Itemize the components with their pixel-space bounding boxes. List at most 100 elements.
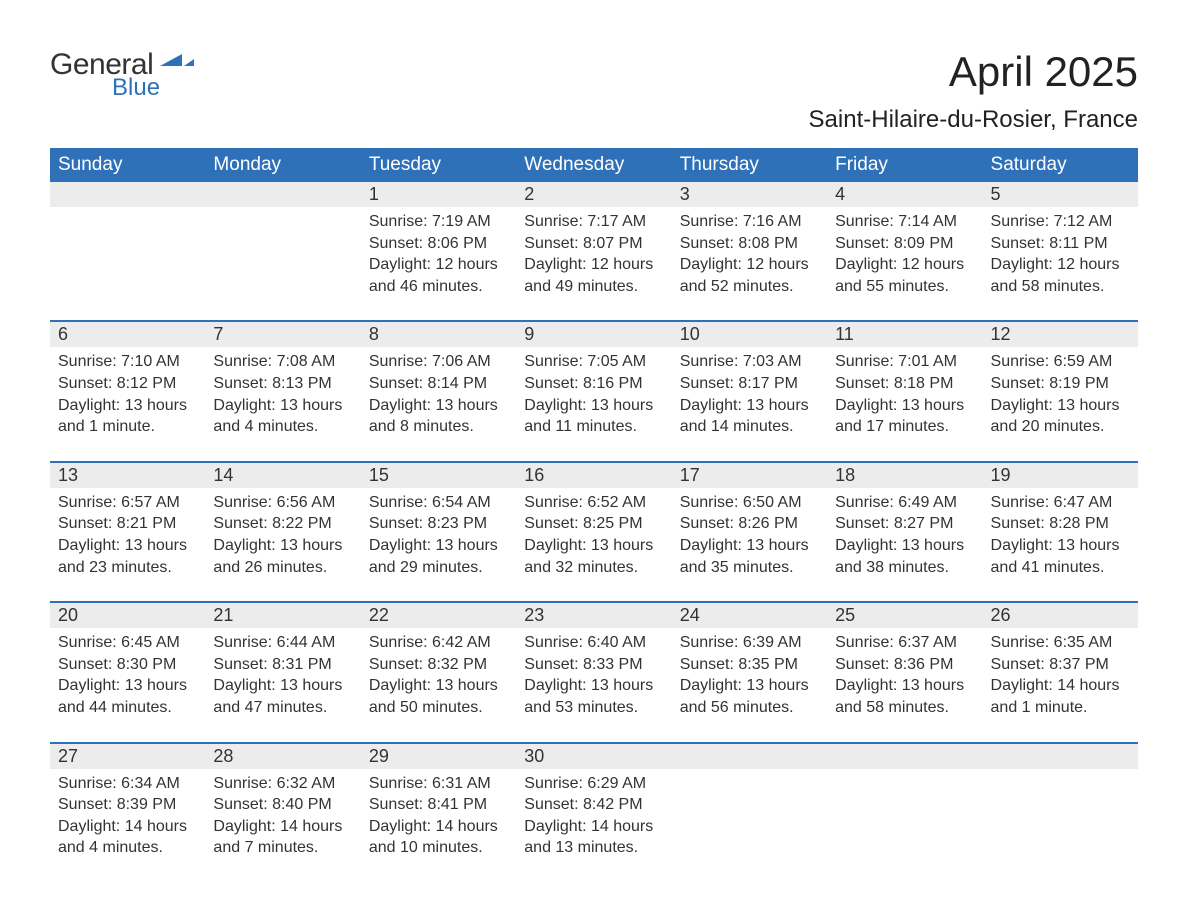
daylight-line: Daylight: 14 hours and 7 minutes. [213,816,352,859]
day-number-cell: 22 [361,602,516,628]
brand-logo: General Blue [50,50,194,100]
day-info-cell: Sunrise: 6:34 AMSunset: 8:39 PMDaylight:… [50,769,205,865]
day-number-cell: 15 [361,462,516,488]
week-separator [50,444,1138,462]
day-number-cell: 3 [672,182,827,207]
weekday-header: Saturday [983,148,1138,182]
daylight-line: Daylight: 13 hours and 4 minutes. [213,395,352,438]
sunset-line: Sunset: 8:13 PM [213,373,352,395]
day-info-row: Sunrise: 6:45 AMSunset: 8:30 PMDaylight:… [50,628,1138,724]
day-info-cell: Sunrise: 6:57 AMSunset: 8:21 PMDaylight:… [50,488,205,584]
daylight-line: Daylight: 12 hours and 55 minutes. [835,254,974,297]
daylight-line: Daylight: 13 hours and 1 minute. [58,395,197,438]
sunrise-line: Sunrise: 7:19 AM [369,211,508,233]
sunrise-line: Sunrise: 6:49 AM [835,492,974,514]
day-info-cell: Sunrise: 7:01 AMSunset: 8:18 PMDaylight:… [827,347,982,443]
day-number-cell: 6 [50,321,205,347]
sunset-line: Sunset: 8:37 PM [991,654,1130,676]
weekday-header: Wednesday [516,148,671,182]
sunrise-line: Sunrise: 7:14 AM [835,211,974,233]
daylight-line: Daylight: 13 hours and 17 minutes. [835,395,974,438]
sunset-line: Sunset: 8:09 PM [835,233,974,255]
daylight-line: Daylight: 13 hours and 29 minutes. [369,535,508,578]
sunrise-line: Sunrise: 6:35 AM [991,632,1130,654]
sunset-line: Sunset: 8:19 PM [991,373,1130,395]
day-number-cell: 9 [516,321,671,347]
sunrise-line: Sunrise: 7:16 AM [680,211,819,233]
day-number-cell: 19 [983,462,1138,488]
day-number-row: 12345 [50,182,1138,207]
day-number-cell: 30 [516,743,671,769]
day-number-cell: 5 [983,182,1138,207]
day-number-cell: 26 [983,602,1138,628]
day-info-row: Sunrise: 7:10 AMSunset: 8:12 PMDaylight:… [50,347,1138,443]
sunset-line: Sunset: 8:08 PM [680,233,819,255]
sunset-line: Sunset: 8:42 PM [524,794,663,816]
day-number-row: 13141516171819 [50,462,1138,488]
sunrise-line: Sunrise: 7:06 AM [369,351,508,373]
sunrise-line: Sunrise: 6:59 AM [991,351,1130,373]
sunset-line: Sunset: 8:17 PM [680,373,819,395]
sunset-line: Sunset: 8:41 PM [369,794,508,816]
day-info-row: Sunrise: 7:19 AMSunset: 8:06 PMDaylight:… [50,207,1138,303]
sunset-line: Sunset: 8:30 PM [58,654,197,676]
sunrise-line: Sunrise: 7:05 AM [524,351,663,373]
day-number-cell: 27 [50,743,205,769]
daylight-line: Daylight: 13 hours and 58 minutes. [835,675,974,718]
sunset-line: Sunset: 8:28 PM [991,513,1130,535]
sunset-line: Sunset: 8:26 PM [680,513,819,535]
day-number-cell: 1 [361,182,516,207]
sunrise-line: Sunrise: 7:08 AM [213,351,352,373]
daylight-line: Daylight: 13 hours and 35 minutes. [680,535,819,578]
sunrise-line: Sunrise: 7:17 AM [524,211,663,233]
weekday-header: Thursday [672,148,827,182]
day-info-cell [672,769,827,865]
daylight-line: Daylight: 14 hours and 4 minutes. [58,816,197,859]
daylight-line: Daylight: 13 hours and 32 minutes. [524,535,663,578]
sunset-line: Sunset: 8:06 PM [369,233,508,255]
sunrise-line: Sunrise: 6:40 AM [524,632,663,654]
sunset-line: Sunset: 8:23 PM [369,513,508,535]
day-info-cell: Sunrise: 6:29 AMSunset: 8:42 PMDaylight:… [516,769,671,865]
daylight-line: Daylight: 13 hours and 8 minutes. [369,395,508,438]
sunrise-line: Sunrise: 6:39 AM [680,632,819,654]
day-info-cell: Sunrise: 7:03 AMSunset: 8:17 PMDaylight:… [672,347,827,443]
day-number-row: 20212223242526 [50,602,1138,628]
day-info-cell [205,207,360,303]
week-separator [50,303,1138,321]
header: General Blue April 2025 [50,50,1138,100]
day-number-cell [983,743,1138,769]
day-info-cell: Sunrise: 6:54 AMSunset: 8:23 PMDaylight:… [361,488,516,584]
day-number-cell [205,182,360,207]
sunrise-line: Sunrise: 6:29 AM [524,773,663,795]
sunset-line: Sunset: 8:21 PM [58,513,197,535]
sunrise-line: Sunrise: 7:12 AM [991,211,1130,233]
day-info-cell [827,769,982,865]
day-number-cell [827,743,982,769]
daylight-line: Daylight: 13 hours and 23 minutes. [58,535,197,578]
daylight-line: Daylight: 13 hours and 26 minutes. [213,535,352,578]
day-number-cell: 29 [361,743,516,769]
day-number-cell: 10 [672,321,827,347]
sunset-line: Sunset: 8:25 PM [524,513,663,535]
sunset-line: Sunset: 8:40 PM [213,794,352,816]
day-number-cell: 28 [205,743,360,769]
sunset-line: Sunset: 8:35 PM [680,654,819,676]
sunset-line: Sunset: 8:22 PM [213,513,352,535]
sunset-line: Sunset: 8:14 PM [369,373,508,395]
weekday-header: Friday [827,148,982,182]
day-number-cell: 4 [827,182,982,207]
brand-flag-icon [160,61,194,78]
day-info-cell: Sunrise: 6:32 AMSunset: 8:40 PMDaylight:… [205,769,360,865]
sunrise-line: Sunrise: 6:56 AM [213,492,352,514]
day-number-cell: 7 [205,321,360,347]
calendar-header-row: SundayMondayTuesdayWednesdayThursdayFrid… [50,148,1138,182]
daylight-line: Daylight: 13 hours and 53 minutes. [524,675,663,718]
weekday-header: Tuesday [361,148,516,182]
day-info-cell: Sunrise: 7:19 AMSunset: 8:06 PMDaylight:… [361,207,516,303]
daylight-line: Daylight: 12 hours and 46 minutes. [369,254,508,297]
sunrise-line: Sunrise: 7:01 AM [835,351,974,373]
daylight-line: Daylight: 13 hours and 44 minutes. [58,675,197,718]
day-info-cell: Sunrise: 6:49 AMSunset: 8:27 PMDaylight:… [827,488,982,584]
daylight-line: Daylight: 14 hours and 13 minutes. [524,816,663,859]
